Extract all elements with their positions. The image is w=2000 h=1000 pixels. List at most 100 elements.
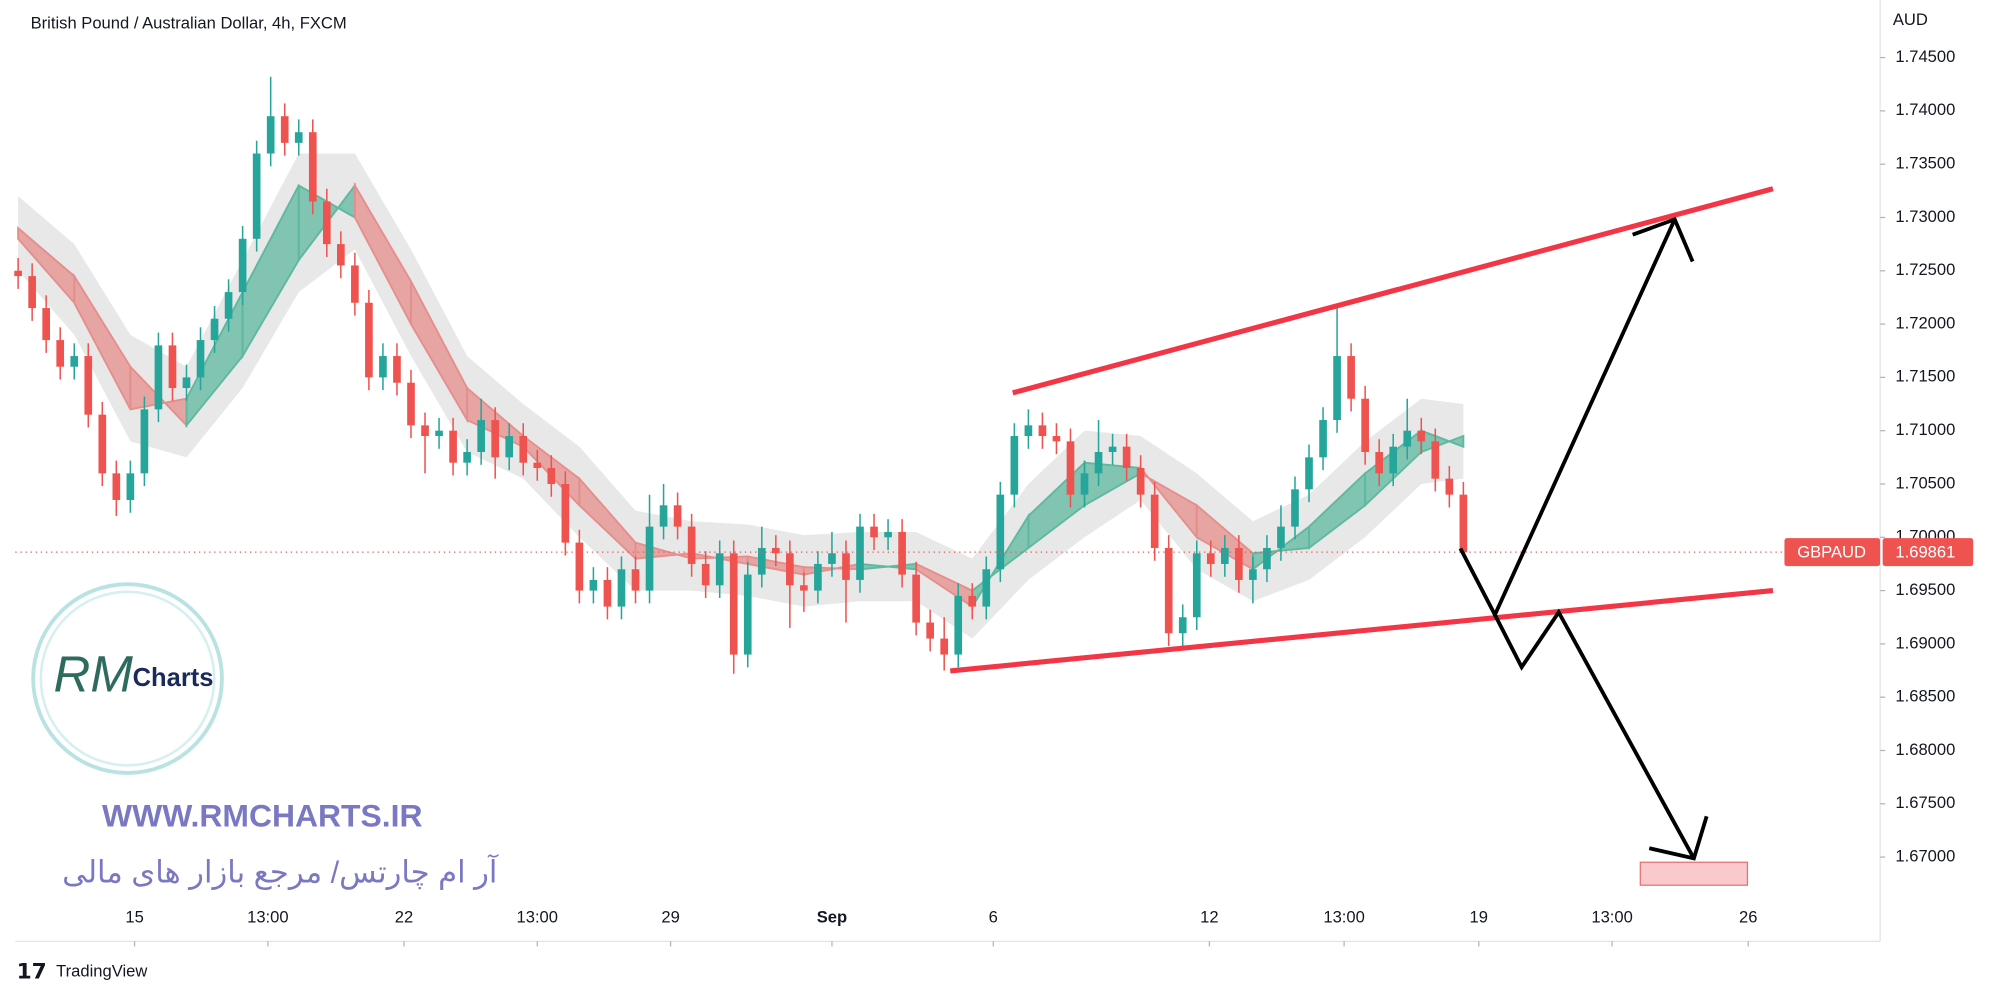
branding-text: TradingView: [56, 961, 148, 980]
candle-body: [954, 595, 963, 655]
candle-body: [519, 436, 528, 463]
candle-body: [365, 302, 373, 378]
candle-body: [828, 553, 836, 564]
candle-body: [856, 526, 864, 580]
candle-body: [996, 494, 1005, 570]
candle-body: [196, 340, 205, 378]
candle-body: [1277, 526, 1285, 548]
candle-body: [715, 553, 724, 586]
candle-body: [1178, 617, 1187, 634]
candle-body: [1235, 547, 1243, 580]
candle-body: [238, 238, 247, 293]
candle-body: [771, 547, 780, 554]
y-tick-label: 1.68500: [1895, 687, 1955, 706]
x-tick-label: 26: [1739, 908, 1757, 927]
candle-body: [533, 462, 542, 468]
candle-body: [337, 244, 345, 266]
y-tick-label: 1.74500: [1895, 47, 1955, 66]
y-tick-label: 1.68000: [1895, 740, 1955, 759]
x-tick-label: 15: [125, 908, 143, 927]
candle-body: [884, 531, 892, 538]
x-tick-label: 13:00: [247, 908, 289, 927]
x-tick-label: 13:00: [1323, 908, 1365, 927]
x-tick-label: 12: [1200, 908, 1218, 927]
y-tick-label: 1.72000: [1895, 313, 1955, 332]
candle-body: [940, 638, 949, 655]
chart-title: British Pound / Australian Dollar, 4h, F…: [31, 14, 347, 33]
candle-body: [266, 116, 275, 154]
x-tick-label: Sep: [817, 908, 847, 927]
candle-body: [1459, 494, 1468, 553]
candle-body: [379, 356, 387, 378]
candle-body: [701, 563, 710, 586]
candle-body: [547, 467, 556, 484]
candle-body: [800, 585, 808, 591]
candle-body: [617, 569, 626, 607]
candle-body: [98, 414, 107, 474]
branding: 𝟭𝟳 TradingView: [17, 958, 149, 983]
logo-script: RM: [54, 645, 134, 702]
candle-body: [463, 452, 471, 463]
candle-body: [42, 308, 51, 341]
candle-body: [1361, 398, 1369, 453]
candle-body: [814, 563, 822, 591]
candle-body: [28, 276, 36, 309]
candle-body: [1291, 489, 1299, 527]
candle-body: [224, 292, 233, 319]
candle-body: [1024, 425, 1033, 437]
candle-body: [1333, 356, 1341, 421]
candle-body: [898, 531, 906, 575]
candle-body: [659, 505, 668, 527]
candle-body: [322, 201, 331, 245]
symbol-tag: [1784, 538, 1881, 567]
candle-body: [1319, 420, 1327, 458]
candle-body: [1136, 467, 1145, 495]
candle-body: [393, 356, 401, 383]
candle-body: [210, 318, 219, 341]
candle-body: [421, 425, 429, 437]
drawings: [950, 186, 1774, 886]
y-tick-label: 1.69500: [1895, 580, 1955, 599]
candle-body: [1066, 441, 1075, 495]
candle-body: [786, 553, 794, 586]
candle-body: [168, 345, 177, 389]
arrow-head: [1648, 815, 1709, 861]
watermark-tagline: آر ام چارتس/ مرجع بازار های مالی: [62, 854, 499, 891]
candle-body: [56, 340, 65, 367]
candle-body: [1347, 356, 1355, 399]
candle-body: [84, 356, 93, 415]
candle-body: [912, 574, 920, 623]
candle-body: [1417, 430, 1426, 442]
x-tick-label: 6: [989, 908, 998, 927]
x-tick-label: 13:00: [1591, 908, 1633, 927]
last-price-tag: [1882, 538, 1974, 567]
ribbon-envelope: [18, 153, 1464, 639]
y-tick-label: 1.74000: [1895, 100, 1955, 119]
upper-trendline: [1012, 186, 1774, 396]
y-tick-label: 1.67500: [1895, 793, 1955, 812]
candle-body: [1080, 473, 1089, 495]
logo-ring: [31, 582, 224, 775]
y-tick-label: 1.72500: [1895, 260, 1955, 279]
candle-body: [1150, 494, 1159, 548]
y-tick-label: 1.69000: [1895, 633, 1955, 652]
candle-body: [1445, 478, 1454, 495]
lower-trendline: [950, 588, 1774, 674]
candle-body: [280, 116, 289, 143]
candle-body: [645, 526, 654, 591]
tv-logo: 𝟭𝟳: [17, 958, 47, 983]
candle-body: [491, 420, 500, 458]
candle-body: [842, 553, 850, 580]
candle-body: [1206, 553, 1215, 564]
candle-body: [631, 569, 640, 591]
candle-body: [351, 265, 359, 303]
logo-ring: [39, 590, 216, 767]
candle-body: [1389, 446, 1398, 474]
candle-body: [505, 436, 514, 458]
y-tick-label: 1.71000: [1895, 420, 1955, 439]
candle-body: [1263, 547, 1271, 570]
candle-body: [477, 420, 485, 453]
down-scenario-arrow: [1493, 608, 1696, 860]
